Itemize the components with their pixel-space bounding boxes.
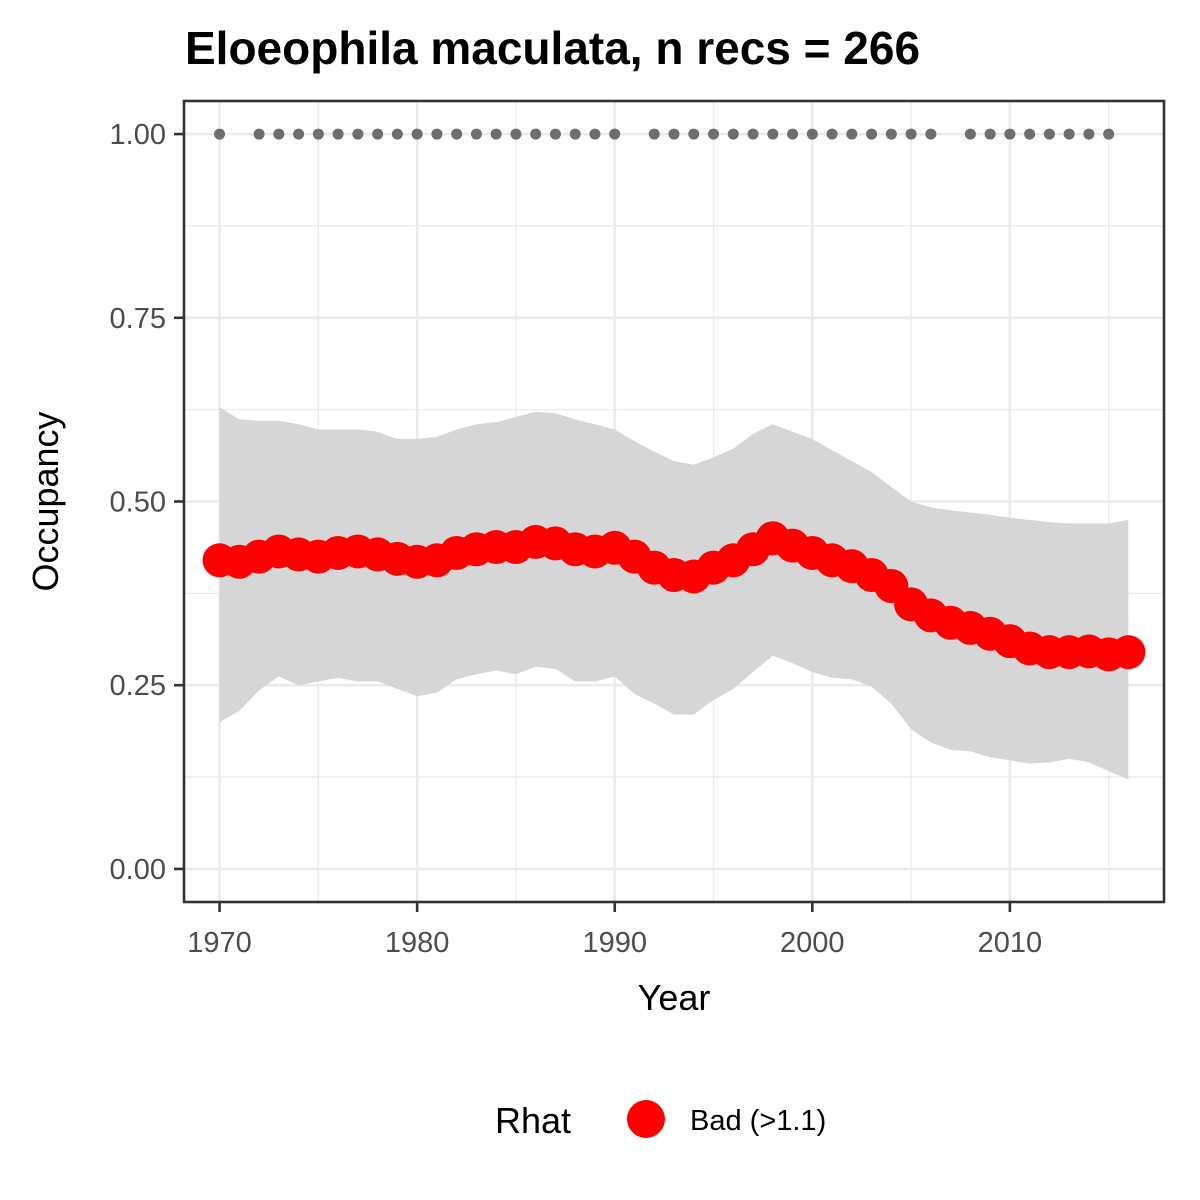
record-point <box>332 128 344 140</box>
legend-title: Rhat <box>495 1100 571 1141</box>
record-point <box>609 128 621 140</box>
record-point <box>431 128 443 140</box>
x-tick-label: 1980 <box>385 927 450 959</box>
record-point <box>688 128 700 140</box>
record-point <box>589 128 601 140</box>
record-point <box>253 128 265 140</box>
x-tick-label: 2000 <box>780 927 845 959</box>
record-point <box>846 128 858 140</box>
record-point <box>569 128 581 140</box>
record-point <box>273 128 285 140</box>
record-point <box>925 128 937 140</box>
y-tick-label: 0.00 <box>110 854 166 886</box>
record-point <box>885 128 897 140</box>
record-point <box>530 128 542 140</box>
occupancy-point <box>1111 635 1146 670</box>
x-tick-label: 2010 <box>978 927 1043 959</box>
record-point <box>1024 128 1036 140</box>
x-tick-label: 1990 <box>582 927 647 959</box>
y-tick-label: 0.75 <box>110 303 166 335</box>
confidence-ribbon-group <box>219 407 1129 780</box>
y-axis: 0.00 0.25 0.50 0.75 1.00 <box>110 119 184 886</box>
x-tick-label: 1970 <box>187 927 252 959</box>
confidence-ribbon <box>219 407 1129 780</box>
record-point <box>826 128 838 140</box>
record-point <box>1043 128 1055 140</box>
occupancy-series-group <box>202 521 1146 672</box>
record-points-group <box>214 128 1115 140</box>
record-point <box>372 128 384 140</box>
record-point <box>1004 128 1016 140</box>
record-point <box>490 128 502 140</box>
record-point <box>214 128 226 140</box>
y-tick-label: 0.25 <box>110 670 166 702</box>
record-point <box>648 128 660 140</box>
record-point <box>510 128 522 140</box>
record-point <box>806 128 818 140</box>
record-point <box>1083 128 1095 140</box>
record-point <box>727 128 739 140</box>
record-point <box>787 128 799 140</box>
x-axis-title: Year <box>638 977 711 1018</box>
record-point <box>312 128 324 140</box>
record-point <box>470 128 482 140</box>
record-point <box>411 128 423 140</box>
legend: Rhat Bad (>1.1) <box>495 1100 826 1141</box>
record-point <box>747 128 759 140</box>
record-point <box>549 128 561 140</box>
legend-label-bad: Bad (>1.1) <box>690 1105 826 1137</box>
y-axis-title: Occupancy <box>25 411 66 591</box>
record-point <box>905 128 917 140</box>
y-tick-label: 1.00 <box>110 119 166 151</box>
x-axis: 1970 1980 1990 2000 2010 <box>187 902 1042 959</box>
record-point <box>293 128 305 140</box>
record-point <box>708 128 720 140</box>
chart-title: Eloeophila maculata, n recs = 266 <box>185 22 920 74</box>
record-point <box>1063 128 1075 140</box>
record-point <box>391 128 403 140</box>
record-point <box>866 128 878 140</box>
record-point <box>668 128 680 140</box>
record-point <box>451 128 463 140</box>
record-point <box>767 128 779 140</box>
legend-key-bad <box>627 1100 665 1138</box>
record-point <box>352 128 364 140</box>
record-point <box>984 128 996 140</box>
record-point <box>1103 128 1115 140</box>
record-point <box>964 128 976 140</box>
y-tick-label: 0.50 <box>110 487 166 519</box>
